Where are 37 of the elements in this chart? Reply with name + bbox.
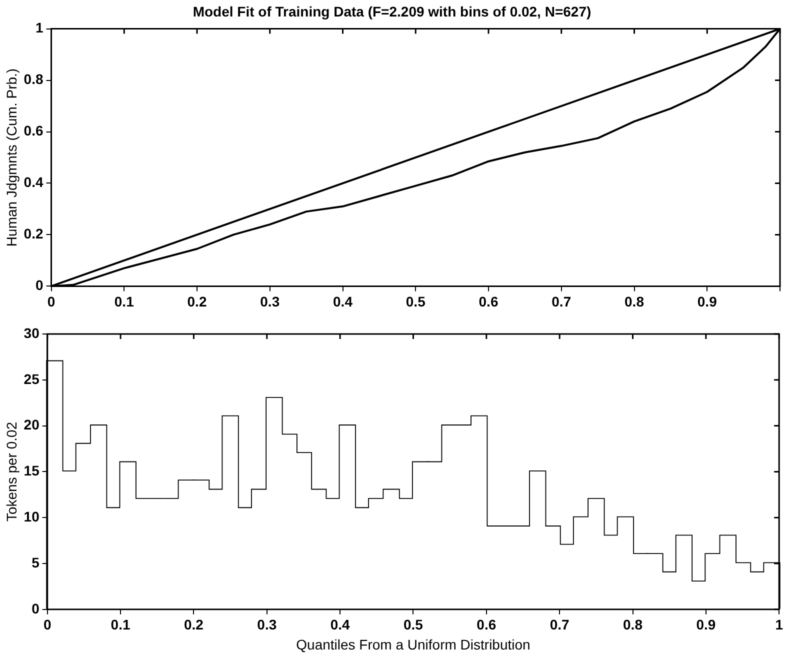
x-tick-label: 0.2 [187,293,207,310]
x-tick-label: 0.4 [330,616,350,633]
x-tick-label: 0 [47,293,56,310]
x-tick-label: 0.5 [404,616,424,633]
x-tick-label: 0.2 [184,616,204,633]
x-tick-label: 0.8 [624,293,644,310]
x-axis-title: Quantiles From a Uniform Distribution [296,636,530,652]
y-tick-label: 10 [24,508,40,524]
x-tick-label: 0.3 [260,293,280,310]
x-tick-label: 0.6 [478,293,498,310]
y-axis-title: Tokens per 0.02 [3,422,20,522]
y-tick-label: 20 [24,416,40,433]
y-tick-label: 0 [32,600,40,616]
y-tick-label: 0.6 [24,122,44,139]
x-tick-label: 0.1 [114,293,134,310]
x-tick-label: 0.5 [406,293,426,310]
x-tick-label: 1 [775,616,784,633]
y-tick-label: 15 [24,462,40,479]
x-tick-label: 0.9 [696,616,716,633]
y-axis-title: Human Jdgmnts (Cum. Prb.) [3,68,20,247]
y-tick-label: 1 [35,20,44,36]
x-tick-label: 0.1 [110,616,130,633]
y-tick-label: 30 [24,324,40,341]
x-tick-label: 0.6 [476,616,496,633]
chart-title: Model Fit of Training Data (F=2.209 with bins of 0.02, N=627) [192,3,592,20]
y-tick-label: 0.8 [24,71,44,88]
y-tick-label: 25 [24,370,40,387]
x-tick-label: 0.4 [333,293,353,310]
y-tick-label: 5 [32,554,40,570]
x-tick-label: 0.7 [550,616,570,633]
x-tick-label: 0.8 [623,616,643,633]
x-tick-label: 0.9 [697,293,718,310]
y-tick-label: 0.4 [24,174,44,190]
x-tick-label: 0.3 [257,616,277,633]
y-tick-label: 0.2 [24,226,44,242]
y-tick-label: 0 [35,277,44,294]
x-tick-label: 0.7 [552,293,572,310]
